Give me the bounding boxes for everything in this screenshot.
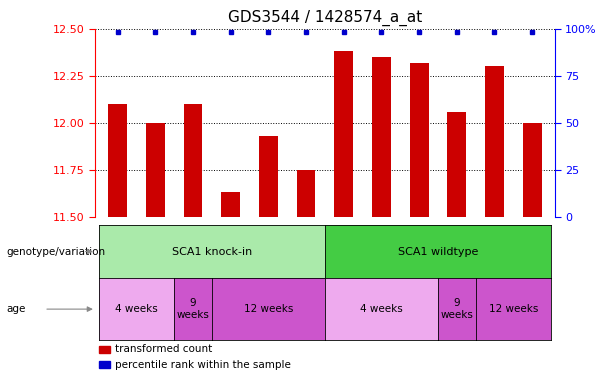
Bar <box>99 361 110 368</box>
Bar <box>485 66 504 217</box>
Text: SCA1 wildtype: SCA1 wildtype <box>398 247 478 257</box>
Bar <box>146 123 165 217</box>
Bar <box>523 123 541 217</box>
Bar <box>447 112 466 217</box>
Text: percentile rank within the sample: percentile rank within the sample <box>115 360 291 370</box>
Text: 9
weeks: 9 weeks <box>440 298 473 320</box>
Bar <box>221 192 240 217</box>
Text: 12 weeks: 12 weeks <box>244 304 293 314</box>
Bar <box>334 51 353 217</box>
Bar <box>259 136 278 217</box>
Bar <box>297 170 316 217</box>
Text: 4 weeks: 4 weeks <box>360 304 403 314</box>
Bar <box>99 346 110 353</box>
Text: 4 weeks: 4 weeks <box>115 304 158 314</box>
Text: SCA1 knock-in: SCA1 knock-in <box>172 247 252 257</box>
Bar <box>372 57 391 217</box>
Bar <box>109 104 127 217</box>
Title: GDS3544 / 1428574_a_at: GDS3544 / 1428574_a_at <box>228 10 422 26</box>
Bar <box>409 63 428 217</box>
Text: genotype/variation: genotype/variation <box>6 247 105 257</box>
Text: age: age <box>6 304 26 314</box>
Bar <box>183 104 202 217</box>
Text: 9
weeks: 9 weeks <box>177 298 210 320</box>
Text: transformed count: transformed count <box>115 344 212 354</box>
Text: 12 weeks: 12 weeks <box>489 304 538 314</box>
